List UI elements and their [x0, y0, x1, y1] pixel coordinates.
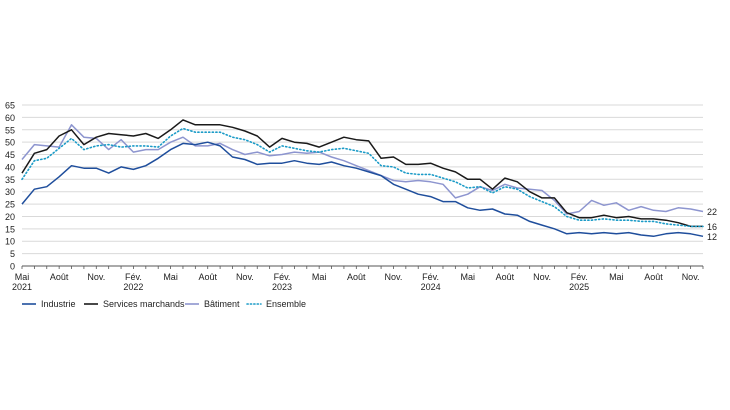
x-tick-label: Fév. [571, 272, 588, 282]
y-tick-label-20: 20 [5, 212, 15, 222]
x-tick-year-label: 2021 [12, 282, 32, 292]
x-tick-label: Août [644, 272, 663, 282]
legend-item: Industrie [22, 299, 76, 309]
series-group [21, 119, 704, 238]
x-tick-label: Nov. [682, 272, 700, 282]
legend: Industrie Services marchands Bâtiment Ensem… [22, 299, 306, 309]
x-tick-label: Fév. [274, 272, 291, 282]
y-tick-label-45: 45 [5, 150, 15, 160]
legend-item: Ensemble [246, 299, 306, 309]
x-tick-label: Mai [15, 272, 30, 282]
y-tick-label-55: 55 [5, 125, 15, 135]
grid [22, 104, 703, 255]
y-axis: 0 5 10 15 20 25 30 35 40 45 50 55 60 65 [5, 101, 15, 272]
x-tick-label: Mai [460, 272, 475, 282]
series-line-b-timent [21, 124, 704, 215]
y-tick-label-30: 30 [5, 187, 15, 197]
y-tick-label-50: 50 [5, 138, 15, 148]
x-tick-label: Fév. [125, 272, 142, 282]
y-tick-label-60: 60 [5, 113, 15, 123]
x-tick-year-label: 2024 [421, 282, 441, 292]
y-tick-label-65: 65 [5, 101, 15, 111]
x-tick-year-label: 2025 [569, 282, 589, 292]
x-tick-label: Août [198, 272, 217, 282]
y-tick-label-35: 35 [5, 175, 15, 185]
x-tick-label: Mai [609, 272, 624, 282]
y-tick-label-15: 15 [5, 224, 15, 234]
x-tick-year-label: 2022 [123, 282, 143, 292]
x-tick-label: Mai [163, 272, 178, 282]
legend-label: Services marchands [103, 299, 185, 309]
x-tick-label: Août [496, 272, 515, 282]
y-tick-label-5: 5 [10, 249, 15, 259]
end-label-industrie: 12 [707, 232, 717, 242]
x-tick-label: Nov. [87, 272, 105, 282]
x-tick-label: Août [347, 272, 366, 282]
legend-item: Services marchands [84, 299, 185, 309]
x-tick-label: Mai [312, 272, 327, 282]
y-tick-label-10: 10 [5, 237, 15, 247]
x-tick-label: Nov. [236, 272, 254, 282]
x-tick-year-label: 2023 [272, 282, 292, 292]
legend-label: Bâtiment [204, 299, 240, 309]
legend-item: Bâtiment [185, 299, 240, 309]
series-line-industrie [21, 141, 704, 238]
y-tick-label-0: 0 [10, 262, 15, 272]
legend-label: Industrie [41, 299, 76, 309]
legend-label: Ensemble [266, 299, 306, 309]
series-line-services-marchands [21, 119, 703, 228]
x-tick-label: Nov. [533, 272, 551, 282]
end-label-services-marchands: 16 [707, 222, 717, 232]
end-label-b-timent: 22 [707, 207, 717, 217]
y-tick-label-40: 40 [5, 162, 15, 172]
x-tick-label: Nov. [385, 272, 403, 282]
x-tick-label: Août [50, 272, 69, 282]
y-tick-label-25: 25 [5, 200, 15, 210]
series-line-ensemble [21, 127, 704, 228]
x-tick-label: Fév. [422, 272, 439, 282]
